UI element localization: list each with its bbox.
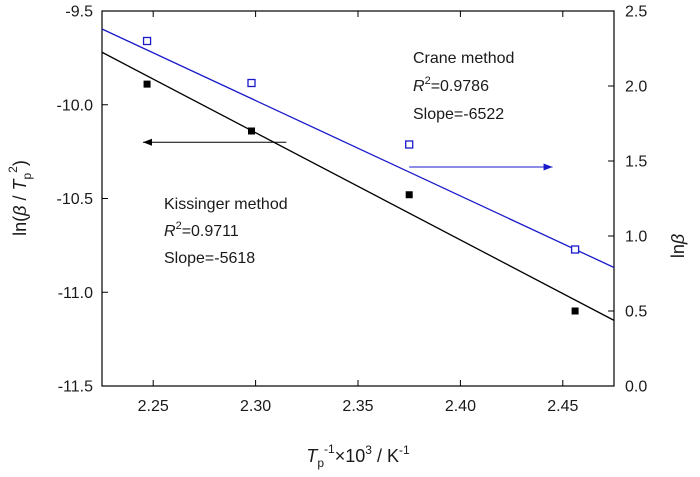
y-left-tick-label: -9.5	[65, 4, 93, 21]
crane-point	[405, 140, 414, 149]
arrow-head	[543, 163, 553, 171]
x-axis-title: Tp-1×103 / K-1	[306, 442, 410, 470]
y-right-tick-label: 1.0	[625, 229, 647, 246]
data-points	[142, 36, 580, 315]
crane-point	[570, 245, 580, 254]
y-right-tick-label: 2.5	[625, 4, 647, 21]
kissinger-axis-arrow	[142, 138, 287, 146]
crane-point	[142, 36, 152, 46]
crane-r2: R2=0.9786	[413, 75, 489, 95]
kissinger-point	[143, 80, 151, 88]
y-right-tick-label: 1.5	[625, 154, 647, 171]
crane-slope: Slope=-6522	[413, 106, 504, 123]
kissinger-r2: R2=0.9711	[164, 220, 239, 240]
x-tick-label: 2.45	[547, 398, 578, 415]
arrow-head	[142, 138, 152, 146]
y-left-tick-label: -10.0	[57, 97, 94, 114]
crane-axis-arrow	[409, 163, 553, 171]
crane-point	[247, 78, 256, 88]
fit-lines	[101, 28, 615, 321]
y-right-tick-label: 2.0	[625, 79, 647, 96]
y-right-axis-title: lnβ	[668, 234, 688, 258]
crane-title: Crane method	[413, 50, 514, 67]
y-right-tick-label: 0.0	[625, 379, 647, 396]
kissinger-slope: Slope=-5618	[164, 250, 255, 267]
x-tick-label: 2.30	[240, 398, 271, 415]
x-tick-label: 2.35	[342, 398, 373, 415]
series-arrows	[142, 138, 553, 171]
y-left-tick-label: -11.0	[58, 285, 93, 302]
kissinger-title: Kissinger method	[164, 196, 288, 213]
x-tick-label: 2.40	[445, 398, 476, 415]
kissinger-point	[248, 127, 256, 135]
kissinger-annotation: Kissinger method R2=0.9711 Slope=-5618	[164, 196, 288, 267]
y-left-tick-label: -11.5	[58, 379, 93, 396]
kissinger-point	[405, 191, 413, 199]
kissinger-fit-line	[101, 51, 615, 321]
kissinger-point	[571, 307, 579, 315]
crane-fit-line	[101, 28, 615, 269]
y-left-tick-label: -10.5	[57, 191, 94, 208]
y-left-axis-title: ln(β / Tp2)	[6, 160, 34, 236]
ticks: 2.25 2.30 2.35 2.40 2.45 -9.5 -10.0 -10.5 -11.0 -…	[57, 4, 648, 416]
crane-annotation: Crane method R2=0.9786 Slope=-6522	[413, 50, 514, 123]
x-tick-label: 2.25	[138, 398, 169, 415]
y-right-tick-label: 0.5	[625, 304, 647, 321]
